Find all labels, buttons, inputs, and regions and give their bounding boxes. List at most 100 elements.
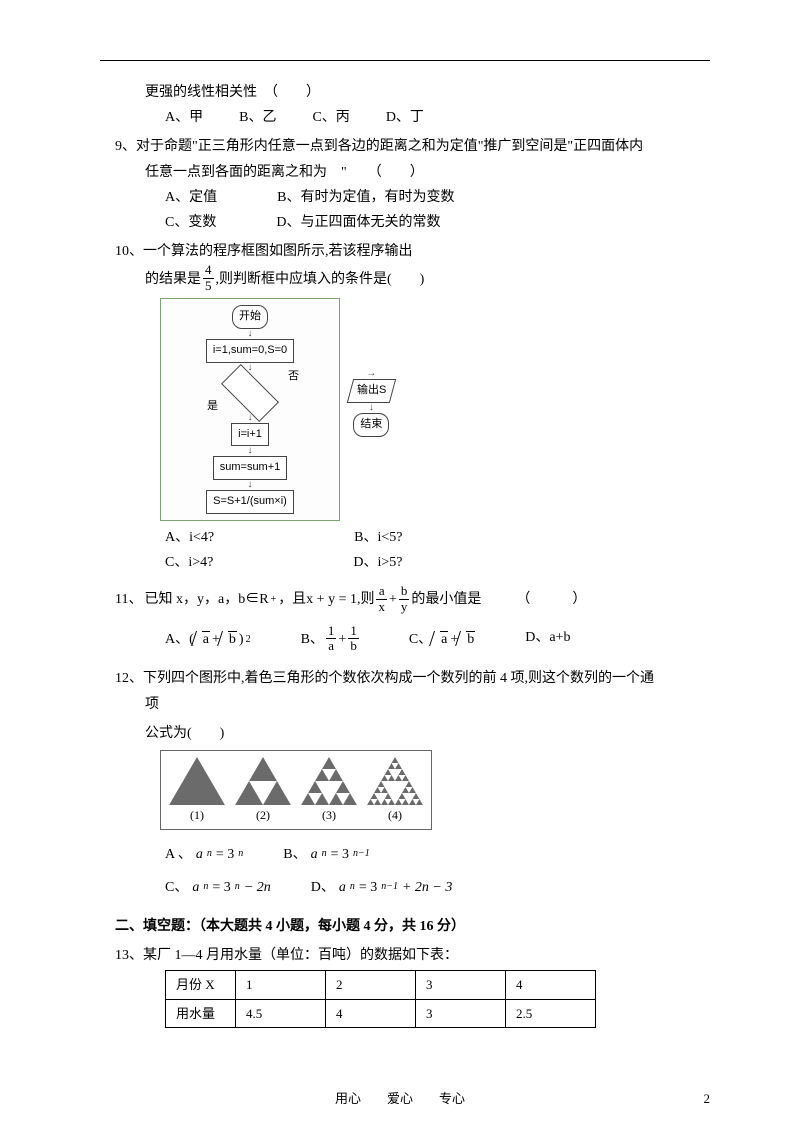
frac-num: 4 xyxy=(203,263,214,278)
q9: 9、对于命题"正三角形内任意一点到各边的距离之和为定值"推广到空间是"正四面体内… xyxy=(115,134,710,235)
tri-2: (2) xyxy=(235,757,291,827)
tri-label: (2) xyxy=(235,805,291,827)
tri-1: (1) xyxy=(169,757,225,827)
q12: 12、下列四个图形中,着色三角形的个数依次构成一个数列的前 4 项,则这个数列的… xyxy=(115,666,710,900)
q8-opt-a: A、甲 xyxy=(165,105,203,130)
tri-label: (3) xyxy=(301,805,357,827)
q9-line1: 对于命题"正三角形内任意一点到各边的距离之和为定值"推广到空间是"正四面体内 xyxy=(136,139,643,154)
q13-num: 13、 xyxy=(115,948,143,963)
frac-den: x xyxy=(376,600,387,614)
q8-options: A、甲 B、乙 C、丙 D、丁 xyxy=(115,105,710,130)
q11-opt-c: C、 a + b xyxy=(409,625,475,655)
cell: 4 xyxy=(326,999,416,1027)
cell: 月份 X xyxy=(166,971,236,999)
q10-line2a: 的结果是 xyxy=(145,267,201,292)
q11: 11、 已知 x，y，a，b∈R + ，且x + y = 1,则 a x + b… xyxy=(115,585,710,615)
q11-frac2: b y xyxy=(399,584,410,614)
q8-opt-c: C、丙 xyxy=(312,105,349,130)
q12-opt-d: D、an = 3n−1 + 2n − 3 xyxy=(311,875,453,900)
q12-options-row1: A 、an = 3n B、an = 3n−1 xyxy=(115,842,710,867)
fc-output: 输出S xyxy=(346,379,396,403)
q9-num: 9、 xyxy=(115,139,136,154)
q13-stem: 某厂 1—4 月用水量（单位：百吨）的数据如下表： xyxy=(143,948,458,963)
footer-word: 用心 xyxy=(335,1091,361,1106)
fc-yes-label: 是 xyxy=(207,397,218,417)
arrow-icon: ↓ xyxy=(248,329,253,339)
q9-opt-c: C、变数 xyxy=(165,210,216,235)
section2-heading: 二、填空题：（本大题共 4 小题，每小题 4 分，共 16 分） xyxy=(115,914,710,939)
arrow-icon: ↓ xyxy=(369,403,374,413)
q12-opt-a: A 、an = 3n xyxy=(165,842,243,867)
table-row: 用水量 4.5 4 3 2.5 xyxy=(166,999,596,1027)
page-footer: 用心 爱心 专心 2 xyxy=(0,1087,800,1110)
q10-num: 10、 xyxy=(115,244,143,259)
fc-start: 开始 xyxy=(232,305,268,329)
fc-decision xyxy=(221,364,279,422)
q9-opt-b: B、有时为定值，有时为变数 xyxy=(277,185,454,210)
sierpinski-figures: (1) (2) (3) xyxy=(160,750,432,830)
q12-line1: 下列四个图形中,着色三角形的个数依次构成一个数列的前 4 项,则这个数列的一个通 xyxy=(143,671,654,686)
frac-num: a xyxy=(376,584,387,599)
q10-line1: 一个算法的程序框图如图所示,若该程序输出 xyxy=(143,244,413,259)
page-content: 更强的线性相关性 （ ） A、甲 B、乙 C、丙 D、丁 9、对于命题"正三角形… xyxy=(115,60,710,1028)
q10-frac: 4 5 xyxy=(203,263,214,293)
fc-no-label: 否 xyxy=(288,367,299,387)
q11-opt-b: B、 1a + 1b xyxy=(301,625,359,655)
q12-line3: 公式为( ) xyxy=(115,721,710,746)
q11-mid: ，且x + y = 1,则 xyxy=(278,587,374,612)
q11-frac1: a x xyxy=(376,584,387,614)
cell: 3 xyxy=(416,971,506,999)
footer-word: 专心 xyxy=(439,1091,465,1106)
q12-opt-c: C、an = 3n − 2n xyxy=(165,875,271,900)
fc-step1: i=i+1 xyxy=(231,423,269,447)
top-rule xyxy=(100,60,710,61)
q11-options: A、( a + b )2 B、 1a + 1b C、 a + b D、a+b xyxy=(115,625,710,655)
q12-num: 12、 xyxy=(115,671,143,686)
q13-table: 月份 X 1 2 3 4 用水量 4.5 4 3 2.5 xyxy=(165,970,596,1028)
plus: + xyxy=(389,587,397,612)
q10: 10、一个算法的程序框图如图所示,若该程序输出 的结果是 4 5 ,则判断框中应… xyxy=(115,239,710,575)
frac-den: 5 xyxy=(203,279,214,293)
q10-opt-d: D、i>5? xyxy=(353,550,402,575)
q11-opt-a: A、( a + b )2 xyxy=(165,625,251,655)
cell: 2.5 xyxy=(506,999,596,1027)
q11-pre: 已知 x，y，a，b∈R xyxy=(144,587,268,612)
q9-line2: 任意一点到各面的距离之和为 " （ ） xyxy=(115,160,710,185)
fc-end: 结束 xyxy=(353,413,389,437)
q12-line2: 项 xyxy=(115,692,710,717)
cell: 3 xyxy=(416,999,506,1027)
q12-options-row2: C、an = 3n − 2n D、an = 3n−1 + 2n − 3 xyxy=(115,875,710,900)
q8-opt-d: D、丁 xyxy=(386,105,424,130)
fc-step2: sum=sum+1 xyxy=(213,456,288,480)
tri-3: (3) xyxy=(301,757,357,827)
page-number: 2 xyxy=(704,1087,711,1110)
arrow-icon: ↓ xyxy=(248,480,253,490)
q11-post: 的最小值是 （ ） xyxy=(411,587,586,612)
frac-num: b xyxy=(399,584,410,599)
tri-label: (4) xyxy=(367,805,423,827)
cell: 2 xyxy=(326,971,416,999)
arrow-icon: → xyxy=(366,369,376,379)
cell: 4 xyxy=(506,971,596,999)
q8-stem: 更强的线性相关性 （ ） xyxy=(115,80,710,105)
cell: 4.5 xyxy=(236,999,326,1027)
frac-den: y xyxy=(399,600,410,614)
q13: 13、某厂 1—4 月用水量（单位：百吨）的数据如下表： 月份 X 1 2 3 … xyxy=(115,943,710,1028)
q10-line2b: ,则判断框中应填入的条件是( ) xyxy=(216,267,425,292)
q10-line2: 的结果是 4 5 ,则判断框中应填入的条件是( ) xyxy=(115,264,710,294)
q9-opt-a: A、定值 xyxy=(165,185,217,210)
arrow-icon: ↓ xyxy=(248,446,253,456)
q11-sup: + xyxy=(271,591,277,609)
tri-label: (1) xyxy=(169,805,225,827)
q11-opt-d: D、a+b xyxy=(525,625,570,655)
table-row: 月份 X 1 2 3 4 xyxy=(166,971,596,999)
q11-num: 11、 xyxy=(115,587,142,612)
q12-opt-b: B、an = 3n−1 xyxy=(283,842,370,867)
cell: 用水量 xyxy=(166,999,236,1027)
flowchart: 开始 ↓ i=1,sum=0,S=0 ↓ 否 是 ↓ i=i+1 ↓ sum=s… xyxy=(160,298,340,521)
footer-word: 爱心 xyxy=(387,1091,413,1106)
q10-opt-c: C、i>4? xyxy=(165,550,213,575)
cell: 1 xyxy=(236,971,326,999)
tri-4: (4) xyxy=(367,757,423,827)
q10-opt-a: A、i<4? xyxy=(165,525,214,550)
